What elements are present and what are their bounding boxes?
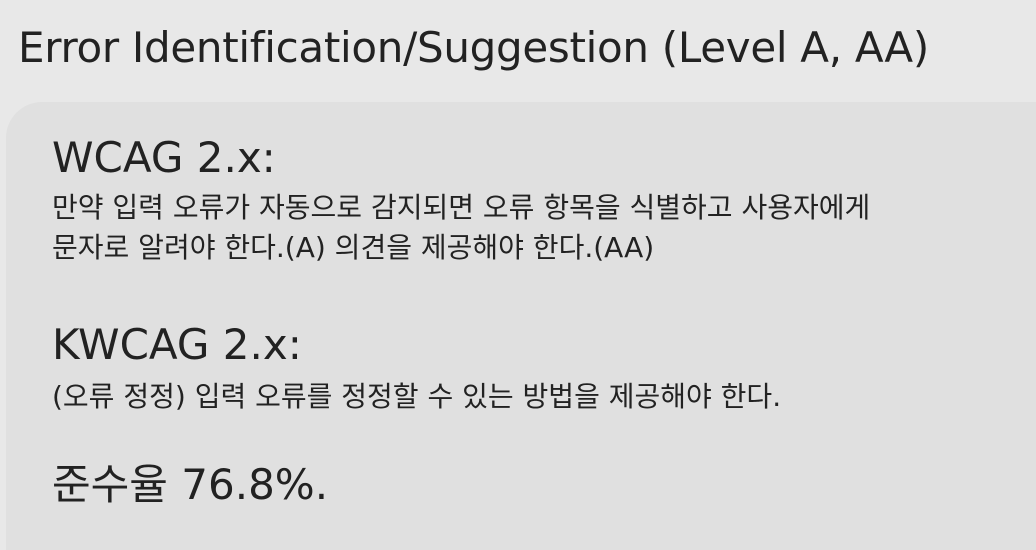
compliance-rate: 준수율 76.8%. xyxy=(52,460,329,509)
wcag-description-line: 만약 입력 오류가 자동으로 감지되면 오류 항목을 식별하고 사용자에게 xyxy=(52,191,871,224)
slide-title: Error Identification/Suggestion (Level A… xyxy=(18,23,929,72)
content-panel xyxy=(6,102,1036,550)
kwcag-heading: KWCAG 2.x: xyxy=(52,320,302,369)
wcag-heading: WCAG 2.x: xyxy=(52,133,276,182)
wcag-description-line: 문자로 알려야 한다.(A) 의견을 제공해야 한다.(AA) xyxy=(52,231,655,264)
kwcag-description-line: (오류 정정) 입력 오류를 정정할 수 있는 방법을 제공해야 한다. xyxy=(52,380,782,413)
